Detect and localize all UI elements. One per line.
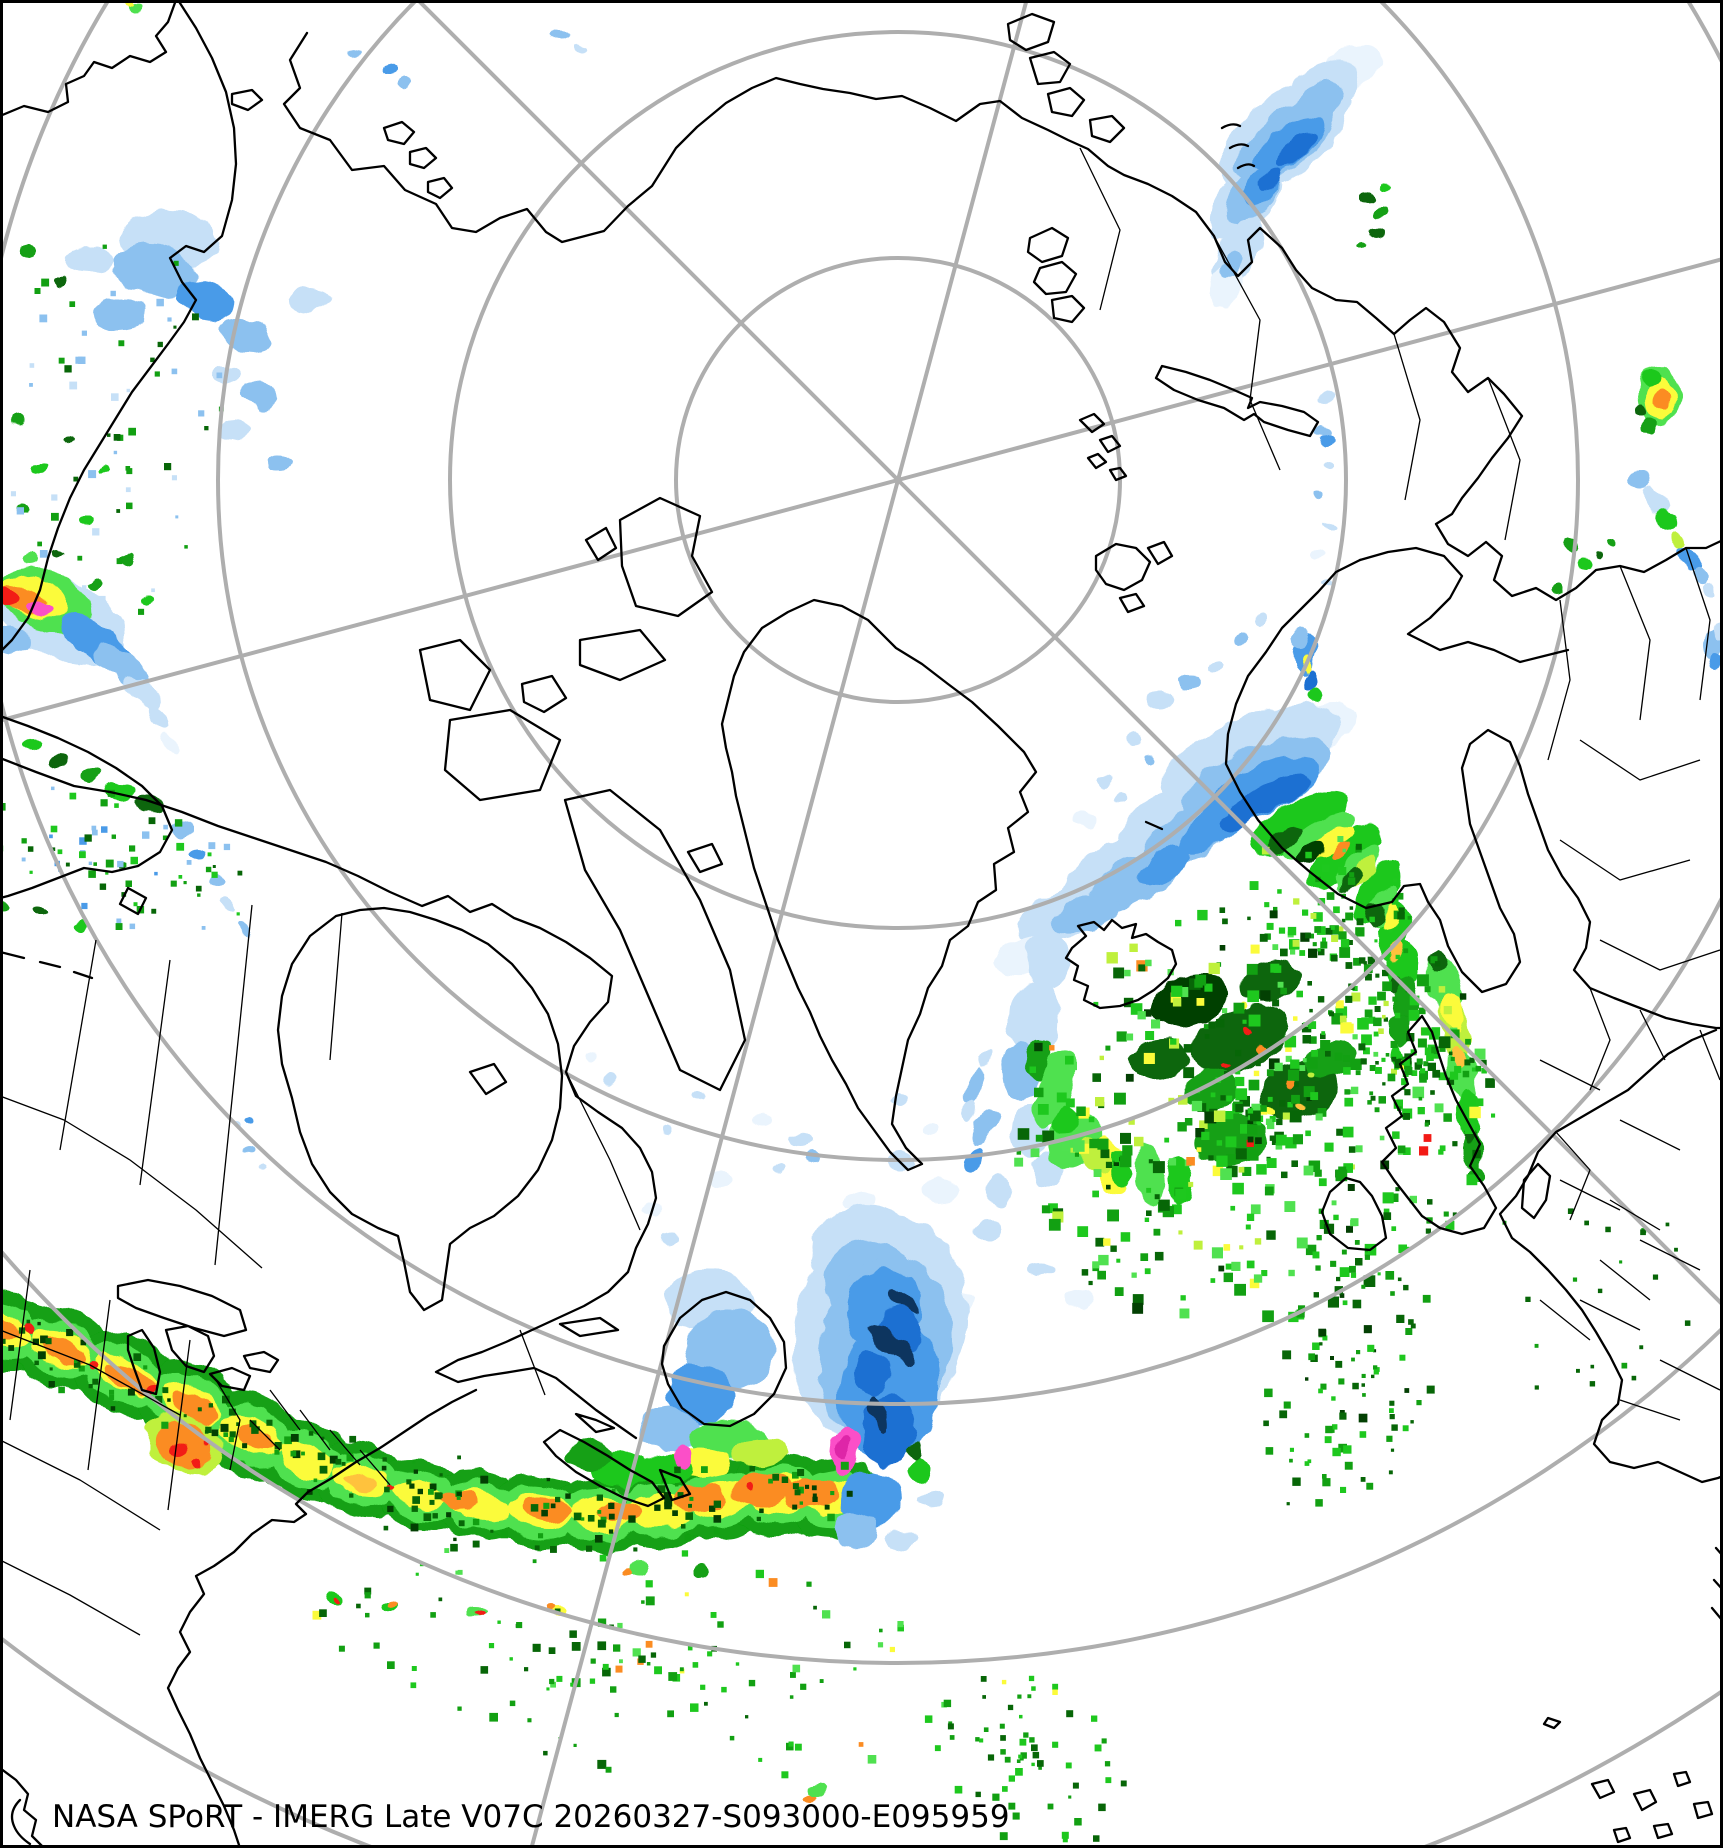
coast-kola [1358, 546, 1570, 664]
coast-us-east-coast [166, 1388, 478, 1848]
map-title-label: NASA SPoRT - IMERG Late V07C 20260327-S0… [52, 1799, 1010, 1835]
border-canada-admin [0, 904, 641, 1396]
border-us-admin [0, 1269, 391, 1636]
coast-chukotka [0, 0, 178, 118]
coast-britain [1380, 1014, 1498, 1236]
coast-franz-josef-land [1078, 412, 1128, 482]
coast-baltic-europe-coast [1498, 1028, 1723, 1484]
coast-florida-corner [0, 1766, 46, 1848]
coast-hudson-bay [276, 906, 564, 1312]
border-russia-admin [1079, 147, 1721, 1421]
coast-greenland [720, 598, 1038, 1172]
coast-ireland [1320, 1176, 1388, 1252]
coast-great-lakes [116, 1278, 280, 1396]
coast-canada-mainland [0, 756, 658, 1440]
coast-arctic-dash-islands [1220, 123, 1256, 170]
coast-bottom-right-islands [1542, 1716, 1714, 1844]
coast-svalbard [1094, 540, 1174, 614]
coast-jan-mayen [1144, 820, 1164, 831]
coast-severnaya-zemlya [1006, 12, 1126, 324]
coast-scandinavia [1224, 558, 1723, 1030]
coast-iceland [1064, 918, 1178, 1010]
coast-arctic-archipelago [418, 496, 747, 1508]
coast-new-siberian-islands [382, 120, 454, 200]
coast-alaska [0, 0, 238, 980]
coast-newfoundland [660, 1290, 788, 1428]
coast-wrangel-island [230, 88, 264, 112]
coast-denmark [1520, 1162, 1552, 1220]
coast-novaya-zemlya [1154, 364, 1320, 438]
